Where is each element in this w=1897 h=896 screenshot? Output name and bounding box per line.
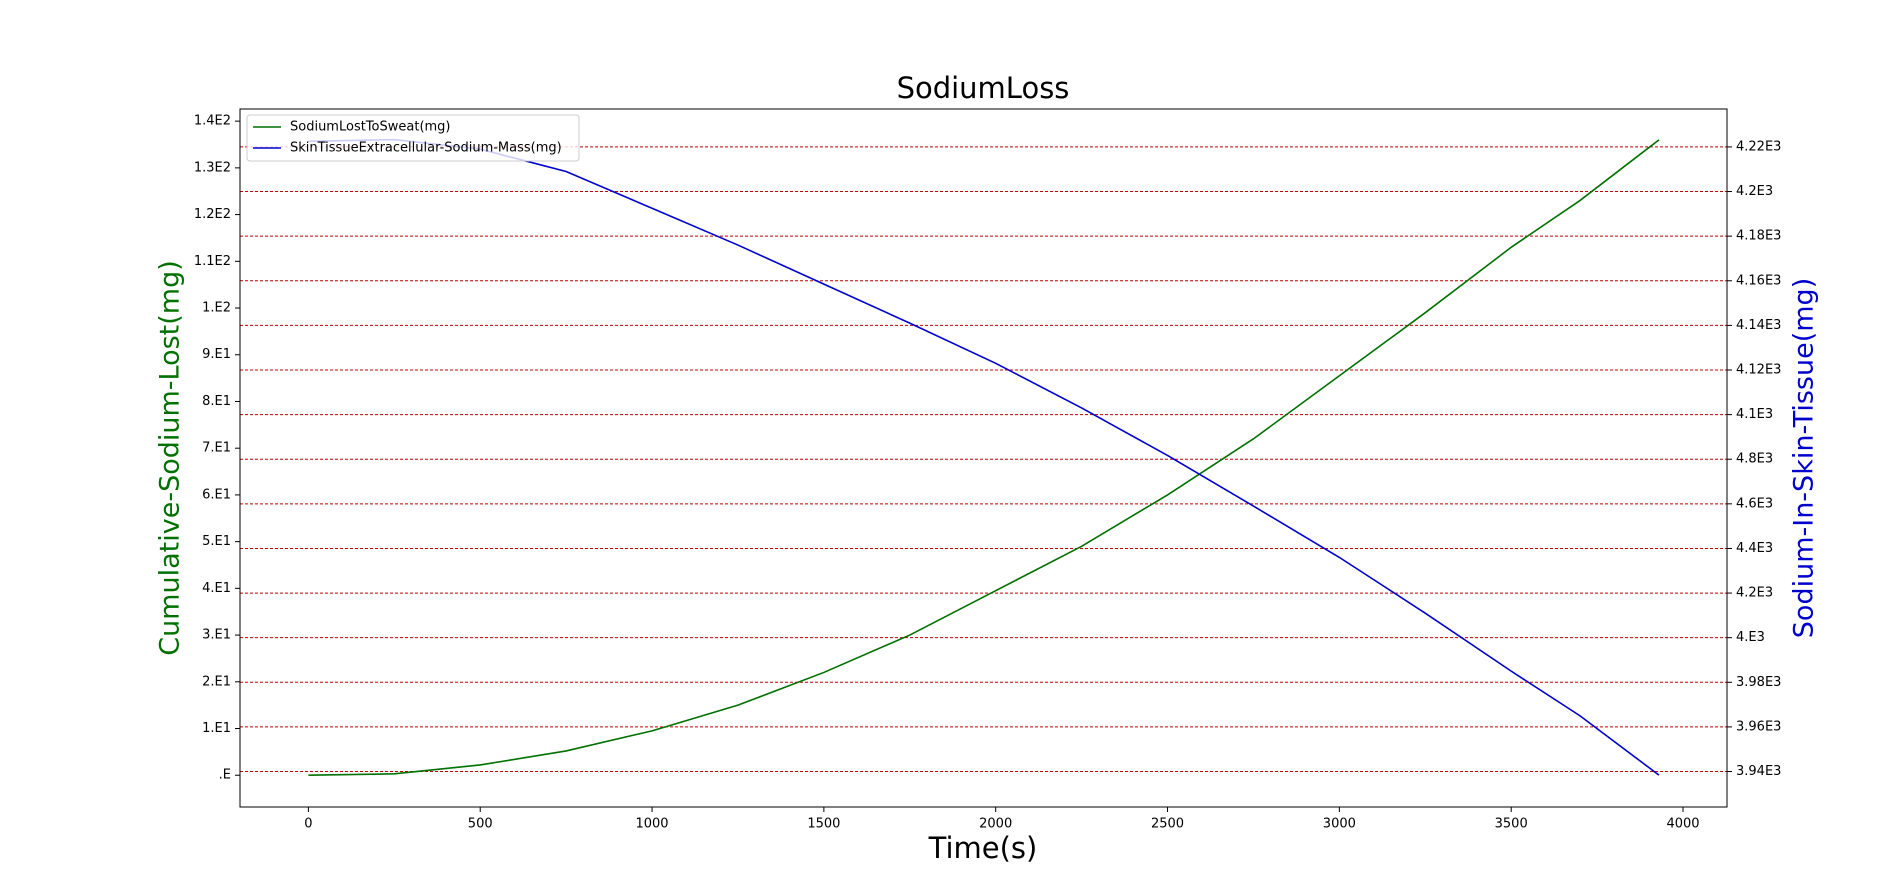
- series-line: [308, 139, 1660, 777]
- y2-tick-label: 3.94E3: [1736, 764, 1781, 779]
- y-tick-label: 7.E1: [202, 441, 231, 456]
- x-tick-label: 1000: [635, 817, 668, 832]
- y-tick-label: 1.4E2: [194, 114, 231, 129]
- y-tick-label: 2.E1: [202, 674, 231, 689]
- y-tick-label: 4.E1: [202, 581, 231, 596]
- y2-tick-label: 4.14E3: [1736, 318, 1781, 333]
- y-axis-label: Cumulative-Sodium-Lost(mg): [155, 260, 186, 656]
- y-tick-label: .E: [219, 768, 231, 783]
- legend-label: SodiumLostToSweat(mg): [290, 120, 451, 135]
- x-tick-label: 1500: [807, 817, 840, 832]
- plot-frame: [239, 108, 1728, 808]
- y-tick-label: 5.E1: [202, 534, 231, 549]
- y-tick-label: 1.2E2: [194, 207, 231, 222]
- y-tick-label: 1.E1: [202, 721, 231, 736]
- y-tick-label: 9.E1: [202, 347, 231, 362]
- x-tick-label: 2500: [1151, 817, 1184, 832]
- y2-tick-label: 4.E3: [1736, 630, 1765, 645]
- x-tick-label: 3000: [1323, 817, 1356, 832]
- x-tick-label: 4000: [1666, 817, 1699, 832]
- y2-tick-label: 3.98E3: [1736, 675, 1781, 690]
- x-tick-label: 500: [468, 817, 493, 832]
- y-tick-label: 1.E2: [202, 301, 231, 316]
- x-tick-label: 3500: [1495, 817, 1528, 832]
- y2-tick-label: 4.22E3: [1736, 139, 1781, 154]
- x-tick-label: 0: [304, 817, 312, 832]
- y2-tick-label: 3.96E3: [1736, 719, 1781, 734]
- y2-tick-label: 4.16E3: [1736, 273, 1781, 288]
- y2-tick-label: 4.4E3: [1736, 541, 1773, 556]
- y2-tick-label: 4.2E3: [1736, 184, 1773, 199]
- legend-label: SkinTissueExtracellular-Sodium-Mass(mg): [290, 141, 562, 156]
- series-line: [308, 138, 1660, 776]
- y2-axis-label: Sodium-In-Skin-Tissue(mg): [1789, 278, 1820, 638]
- x-tick-label: 2000: [979, 817, 1012, 832]
- y-tick-label: 8.E1: [202, 394, 231, 409]
- y2-tick-label: 4.1E3: [1736, 407, 1773, 422]
- y2-tick-label: 4.6E3: [1736, 496, 1773, 511]
- y-tick-label: 3.E1: [202, 628, 231, 643]
- y2-tick-label: 4.18E3: [1736, 229, 1781, 244]
- legend-box: [246, 114, 580, 162]
- y2-tick-label: 4.12E3: [1736, 362, 1781, 377]
- x-axis-label: Time(s): [928, 831, 1038, 865]
- y-tick-label: 1.3E2: [194, 160, 231, 175]
- y-tick-label: 6.E1: [202, 487, 231, 502]
- chart-title: SodiumLoss: [897, 71, 1070, 105]
- y-tick-label: 1.1E2: [194, 254, 231, 269]
- y2-tick-label: 4.2E3: [1736, 586, 1773, 601]
- y2-tick-label: 4.8E3: [1736, 452, 1773, 467]
